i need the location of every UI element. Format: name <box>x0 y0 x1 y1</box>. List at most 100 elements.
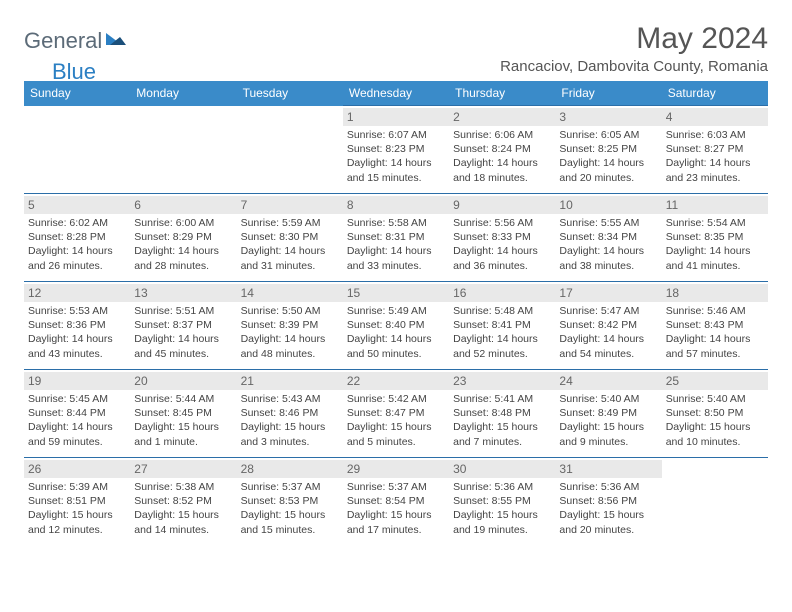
calendar-day-cell: 27 Sunrise: 5:38 AMSunset: 8:52 PMDayligh… <box>130 458 236 546</box>
day-info: Sunrise: 5:40 AMSunset: 8:49 PMDaylight:… <box>559 392 657 449</box>
day-info: Sunrise: 6:03 AMSunset: 8:27 PMDaylight:… <box>666 128 764 185</box>
calendar-day-cell: 8 Sunrise: 5:58 AMSunset: 8:31 PMDaylight… <box>343 194 449 282</box>
weekday-header: Friday <box>555 81 661 106</box>
location-text: Rancaciov, Dambovita County, Romania <box>500 58 768 75</box>
day-number: 27 <box>130 460 236 478</box>
weekday-header: Thursday <box>449 81 555 106</box>
calendar-day-cell: 16Sunrise: 5:48 AMSunset: 8:41 PMDayligh… <box>449 282 555 370</box>
calendar-day-cell: 30Sunrise: 5:36 AMSunset: 8:55 PMDayligh… <box>449 458 555 546</box>
day-number: 6 <box>130 196 236 214</box>
calendar-day-cell: 3Sunrise: 6:05 AMSunset: 8:25 PMDaylight… <box>555 106 661 194</box>
calendar-day-cell: 22 Sunrise: 5:42 AMSunset: 8:47 PMDayligh… <box>343 370 449 458</box>
day-info: Sunrise: 5:36 AMSunset: 8:55 PMDaylight:… <box>453 480 551 537</box>
calendar-day-cell: 19 Sunrise: 5:45 AMSunset: 8:44 PMDayligh… <box>24 370 130 458</box>
day-number: 17 <box>555 284 661 302</box>
day-info: Sunrise: 5:37 AMSunset: 8:53 PMDaylight:… <box>241 480 339 537</box>
calendar-day-cell <box>237 106 343 194</box>
day-number: 4 <box>662 108 768 126</box>
day-info: Sunrise: 5:56 AMSunset: 8:33 PMDaylight:… <box>453 216 551 273</box>
day-info: Sunrise: 5:46 AMSunset: 8:43 PMDaylight:… <box>666 304 764 361</box>
calendar-day-cell <box>24 106 130 194</box>
day-info: Sunrise: 5:48 AMSunset: 8:41 PMDaylight:… <box>453 304 551 361</box>
calendar-week-row: 26 Sunrise: 5:39 AMSunset: 8:51 PMDayligh… <box>24 458 768 546</box>
day-number: 14 <box>237 284 343 302</box>
day-number: 28 <box>237 460 343 478</box>
calendar-day-cell: 20 Sunrise: 5:44 AMSunset: 8:45 PMDayligh… <box>130 370 236 458</box>
day-number: 19 <box>24 372 130 390</box>
calendar-day-cell: 7 Sunrise: 5:59 AMSunset: 8:30 PMDaylight… <box>237 194 343 282</box>
calendar-day-cell: 9 Sunrise: 5:56 AMSunset: 8:33 PMDaylight… <box>449 194 555 282</box>
calendar-day-cell: 26 Sunrise: 5:39 AMSunset: 8:51 PMDayligh… <box>24 458 130 546</box>
calendar-day-cell: 11 Sunrise: 5:54 AMSunset: 8:35 PMDayligh… <box>662 194 768 282</box>
day-info: Sunrise: 5:43 AMSunset: 8:46 PMDaylight:… <box>241 392 339 449</box>
calendar-day-cell: 10Sunrise: 5:55 AMSunset: 8:34 PMDayligh… <box>555 194 661 282</box>
day-info: Sunrise: 6:05 AMSunset: 8:25 PMDaylight:… <box>559 128 657 185</box>
calendar-day-cell: 23 Sunrise: 5:41 AMSunset: 8:48 PMDayligh… <box>449 370 555 458</box>
day-number: 22 <box>343 372 449 390</box>
calendar-day-cell: 12 Sunrise: 5:53 AMSunset: 8:36 PMDayligh… <box>24 282 130 370</box>
day-number: 24 <box>555 372 661 390</box>
day-number: 8 <box>343 196 449 214</box>
day-info: Sunrise: 5:39 AMSunset: 8:51 PMDaylight:… <box>28 480 126 537</box>
calendar-day-cell: 29Sunrise: 5:37 AMSunset: 8:54 PMDayligh… <box>343 458 449 546</box>
day-info: Sunrise: 5:38 AMSunset: 8:52 PMDaylight:… <box>134 480 232 537</box>
day-info: Sunrise: 5:40 AMSunset: 8:50 PMDaylight:… <box>666 392 764 449</box>
calendar-day-cell: 13 Sunrise: 5:51 AMSunset: 8:37 PMDayligh… <box>130 282 236 370</box>
weekday-header: Saturday <box>662 81 768 106</box>
calendar-week-row: 12 Sunrise: 5:53 AMSunset: 8:36 PMDayligh… <box>24 282 768 370</box>
calendar-day-cell: 5 Sunrise: 6:02 AMSunset: 8:28 PMDaylight… <box>24 194 130 282</box>
header: General May 2024 Rancaciov, Dambovita Co… <box>24 22 768 75</box>
weekday-header: Tuesday <box>237 81 343 106</box>
day-info: Sunrise: 5:51 AMSunset: 8:37 PMDaylight:… <box>134 304 232 361</box>
day-info: Sunrise: 5:55 AMSunset: 8:34 PMDaylight:… <box>559 216 657 273</box>
day-info: Sunrise: 5:50 AMSunset: 8:39 PMDaylight:… <box>241 304 339 361</box>
day-number: 21 <box>237 372 343 390</box>
calendar-day-cell: 15Sunrise: 5:49 AMSunset: 8:40 PMDayligh… <box>343 282 449 370</box>
day-number: 23 <box>449 372 555 390</box>
calendar-day-cell: 21 Sunrise: 5:43 AMSunset: 8:46 PMDayligh… <box>237 370 343 458</box>
day-number: 25 <box>662 372 768 390</box>
month-title: May 2024 <box>500 22 768 56</box>
weekday-header: Monday <box>130 81 236 106</box>
day-number: 2 <box>449 108 555 126</box>
calendar-day-cell: 4 Sunrise: 6:03 AMSunset: 8:27 PMDaylight… <box>662 106 768 194</box>
day-number: 7 <box>237 196 343 214</box>
calendar-day-cell: 6Sunrise: 6:00 AMSunset: 8:29 PMDaylight… <box>130 194 236 282</box>
day-info: Sunrise: 6:02 AMSunset: 8:28 PMDaylight:… <box>28 216 126 273</box>
day-number: 9 <box>449 196 555 214</box>
day-number: 20 <box>130 372 236 390</box>
calendar-week-row: 1Sunrise: 6:07 AMSunset: 8:23 PMDaylight… <box>24 106 768 194</box>
logo-text-blue: Blue <box>52 59 96 85</box>
calendar-day-cell: 28 Sunrise: 5:37 AMSunset: 8:53 PMDayligh… <box>237 458 343 546</box>
logo: General <box>24 28 130 54</box>
day-number: 12 <box>24 284 130 302</box>
day-info: Sunrise: 5:45 AMSunset: 8:44 PMDaylight:… <box>28 392 126 449</box>
day-info: Sunrise: 5:41 AMSunset: 8:48 PMDaylight:… <box>453 392 551 449</box>
calendar-day-cell <box>130 106 236 194</box>
day-info: Sunrise: 5:53 AMSunset: 8:36 PMDaylight:… <box>28 304 126 361</box>
calendar-day-cell: 31 Sunrise: 5:36 AMSunset: 8:56 PMDayligh… <box>555 458 661 546</box>
day-info: Sunrise: 5:47 AMSunset: 8:42 PMDaylight:… <box>559 304 657 361</box>
weekday-header-row: Sunday Monday Tuesday Wednesday Thursday… <box>24 81 768 106</box>
day-number: 13 <box>130 284 236 302</box>
day-number: 11 <box>662 196 768 214</box>
day-number: 18 <box>662 284 768 302</box>
day-number: 26 <box>24 460 130 478</box>
day-info: Sunrise: 5:44 AMSunset: 8:45 PMDaylight:… <box>134 392 232 449</box>
weekday-header: Wednesday <box>343 81 449 106</box>
day-info: Sunrise: 5:58 AMSunset: 8:31 PMDaylight:… <box>347 216 445 273</box>
title-block: May 2024 Rancaciov, Dambovita County, Ro… <box>500 22 768 75</box>
day-number: 5 <box>24 196 130 214</box>
logo-triangle-icon <box>106 29 128 50</box>
calendar-day-cell: 18 Sunrise: 5:46 AMSunset: 8:43 PMDayligh… <box>662 282 768 370</box>
day-info: Sunrise: 5:36 AMSunset: 8:56 PMDaylight:… <box>559 480 657 537</box>
calendar-week-row: 19 Sunrise: 5:45 AMSunset: 8:44 PMDayligh… <box>24 370 768 458</box>
day-info: Sunrise: 6:06 AMSunset: 8:24 PMDaylight:… <box>453 128 551 185</box>
day-info: Sunrise: 5:42 AMSunset: 8:47 PMDaylight:… <box>347 392 445 449</box>
logo-text-general: General <box>24 28 102 54</box>
day-info: Sunrise: 5:59 AMSunset: 8:30 PMDaylight:… <box>241 216 339 273</box>
day-number: 31 <box>555 460 661 478</box>
calendar-day-cell: 1Sunrise: 6:07 AMSunset: 8:23 PMDaylight… <box>343 106 449 194</box>
day-info: Sunrise: 6:07 AMSunset: 8:23 PMDaylight:… <box>347 128 445 185</box>
day-info: Sunrise: 5:54 AMSunset: 8:35 PMDaylight:… <box>666 216 764 273</box>
